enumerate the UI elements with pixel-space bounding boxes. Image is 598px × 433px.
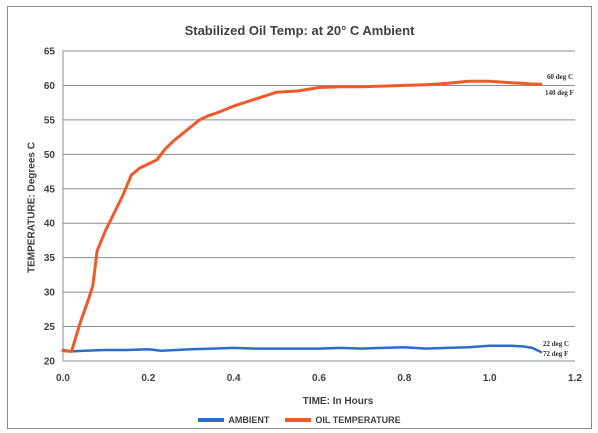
annotation-oil-f: 140 deg F: [545, 89, 574, 97]
legend-item-oil-temperature: OIL TEMPERATURE: [285, 415, 401, 425]
tick-labels: 20 25 30 35 40 45 50 55 60 65 0.0 0.2 0.4 0.6 0.8 1.0 1.…: [44, 47, 583, 385]
y-tick-label-6: 50: [44, 150, 56, 161]
legend-item-ambient: AMBIENT: [198, 415, 269, 425]
series-line-ambient: [61, 344, 543, 354]
legend-label-ambient: AMBIENT: [228, 415, 270, 425]
y-tick-label-9: 65: [44, 47, 56, 58]
series-lines: [61, 79, 543, 354]
legend: AMBIENT OIL TEMPERATURE: [8, 415, 591, 425]
annotation-ambient-f: 72 deg F: [543, 350, 568, 358]
legend-label-oil-temperature: OIL TEMPERATURE: [315, 415, 401, 425]
annotation-oil-c: 60 deg C: [547, 73, 573, 81]
x-axis-label: TIME: In Hours: [302, 396, 374, 407]
x-tick-label-0: 0.0: [56, 373, 70, 384]
chart-frame: Stabilized Oil Temp: at 20° C Ambient TE…: [7, 6, 592, 429]
gridlines: [63, 50, 575, 362]
x-tick-label-2: 0.4: [227, 373, 241, 384]
axes: [62, 51, 575, 362]
x-tick-label-4: 0.8: [397, 373, 411, 384]
x-tick-label-6: 1.2: [568, 373, 582, 384]
y-tick-label-8: 60: [44, 81, 56, 92]
chart-title: Stabilized Oil Temp: at 20° C Ambient: [184, 23, 415, 38]
y-tick-label-5: 45: [44, 184, 56, 195]
y-tick-label-4: 40: [44, 219, 56, 230]
x-tick-label-1: 0.2: [141, 373, 155, 384]
y-tick-label-2: 30: [44, 288, 56, 299]
legend-swatch-oil-temperature: [285, 418, 312, 422]
y-tick-label-7: 55: [44, 115, 56, 126]
y-tick-label-1: 25: [44, 322, 56, 333]
series-line-oil-temperature: [61, 79, 543, 353]
annotations: 60 deg C 140 deg F 22 deg C 72 deg F: [543, 73, 574, 358]
y-tick-label-3: 35: [44, 253, 56, 264]
x-tick-label-5: 1.0: [483, 373, 497, 384]
annotation-ambient-c: 22 deg C: [543, 340, 569, 348]
legend-swatch-ambient: [198, 418, 225, 422]
y-tick-label-0: 20: [44, 357, 56, 368]
x-tick-label-3: 0.6: [312, 373, 326, 384]
